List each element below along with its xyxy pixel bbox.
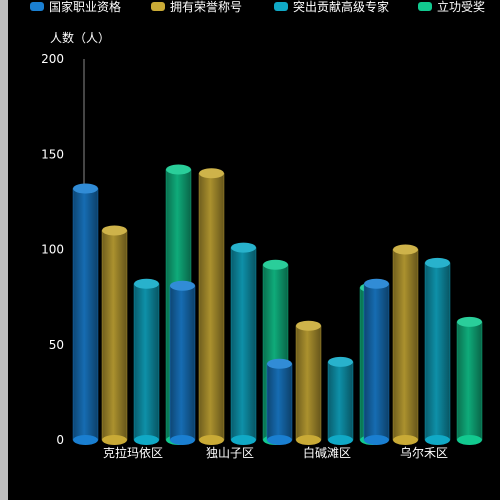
bar[interactable] — [392, 244, 419, 446]
bar-top — [393, 244, 418, 255]
x-axis-ticks: 克拉玛依区 独山子区 白碱滩区 乌尔禾区 — [103, 445, 448, 460]
bar-body — [72, 188, 99, 441]
bar-base — [134, 435, 159, 445]
bar-top — [267, 358, 292, 369]
legend-swatch — [274, 2, 288, 11]
bar-base — [73, 435, 98, 445]
bar-base — [364, 435, 389, 445]
bar[interactable] — [266, 358, 293, 445]
bar-top — [457, 316, 482, 327]
bar-body — [101, 230, 128, 441]
legend-label: 拥有荣誉称号 — [170, 0, 242, 14]
bar[interactable] — [72, 183, 99, 445]
bar-top — [328, 356, 353, 367]
bar[interactable] — [363, 278, 390, 445]
legend-swatch — [30, 2, 44, 11]
bar[interactable] — [169, 280, 196, 445]
legend-item[interactable]: 立功受奖 — [418, 0, 485, 14]
legend-label: 突出贡献高级专家 — [293, 0, 389, 14]
y-tick-label: 100 — [41, 243, 64, 257]
bar-body — [230, 247, 257, 441]
bar-base — [296, 435, 321, 445]
bar-base — [267, 435, 292, 445]
legend-item[interactable]: 拥有荣誉称号 — [151, 0, 242, 14]
bar-top — [102, 225, 127, 236]
bar-top — [73, 183, 98, 194]
bar-base — [231, 435, 256, 445]
bar-base — [199, 435, 224, 445]
legend-item[interactable]: 国家职业资格 — [30, 0, 121, 14]
bar-base — [457, 435, 482, 445]
bar-top — [296, 320, 321, 331]
y-axis-label: 人数（人） — [50, 30, 110, 45]
bar-body — [295, 325, 322, 441]
bar[interactable] — [101, 225, 128, 445]
bar-body — [266, 363, 293, 441]
legend-item[interactable]: 突出贡献高级专家 — [274, 0, 389, 14]
bar-body — [424, 262, 451, 441]
bar[interactable] — [327, 356, 354, 445]
bar-top — [263, 259, 288, 270]
bar-series — [72, 164, 483, 446]
y-tick-label: 150 — [41, 147, 64, 161]
bar-body — [327, 361, 354, 441]
bar-body — [456, 321, 483, 441]
y-axis-ticks: 0 50 100 150 200 — [41, 52, 64, 447]
bar-top — [231, 242, 256, 253]
bar-top — [170, 280, 195, 291]
bar-base — [170, 435, 195, 445]
x-tick-label: 独山子区 — [206, 446, 254, 460]
bar-base — [328, 435, 353, 445]
bar-body — [392, 249, 419, 441]
bar-base — [425, 435, 450, 445]
legend-swatch — [418, 2, 432, 11]
bar[interactable] — [230, 242, 257, 445]
x-tick-label: 乌尔禾区 — [400, 445, 448, 460]
legend-swatch — [151, 2, 165, 11]
legend-label: 国家职业资格 — [49, 0, 121, 14]
legend-label: 立功受奖 — [437, 0, 485, 14]
y-tick-label: 0 — [56, 433, 64, 447]
bar-top — [134, 278, 159, 289]
bar-body — [363, 283, 390, 441]
bar-base — [102, 435, 127, 445]
bar-top — [364, 278, 389, 289]
window-edge — [0, 0, 8, 500]
bar-base — [393, 435, 418, 445]
y-tick-label: 200 — [41, 52, 64, 66]
bar[interactable] — [198, 168, 225, 445]
bar-top — [166, 164, 191, 175]
bar-body — [133, 283, 160, 441]
y-tick-label: 50 — [49, 338, 64, 352]
bar[interactable] — [133, 278, 160, 445]
legend: 国家职业资格 拥有荣誉称号 突出贡献高级专家 立功受奖 — [30, 0, 485, 14]
bar[interactable] — [424, 257, 451, 445]
bar-body — [169, 285, 196, 441]
bar[interactable] — [456, 316, 483, 445]
x-tick-label: 白碱滩区 — [303, 445, 351, 460]
bar-body — [198, 173, 225, 441]
bar-top — [425, 257, 450, 268]
x-tick-label: 克拉玛依区 — [103, 445, 163, 460]
bar-top — [199, 168, 224, 179]
bar[interactable] — [295, 320, 322, 445]
